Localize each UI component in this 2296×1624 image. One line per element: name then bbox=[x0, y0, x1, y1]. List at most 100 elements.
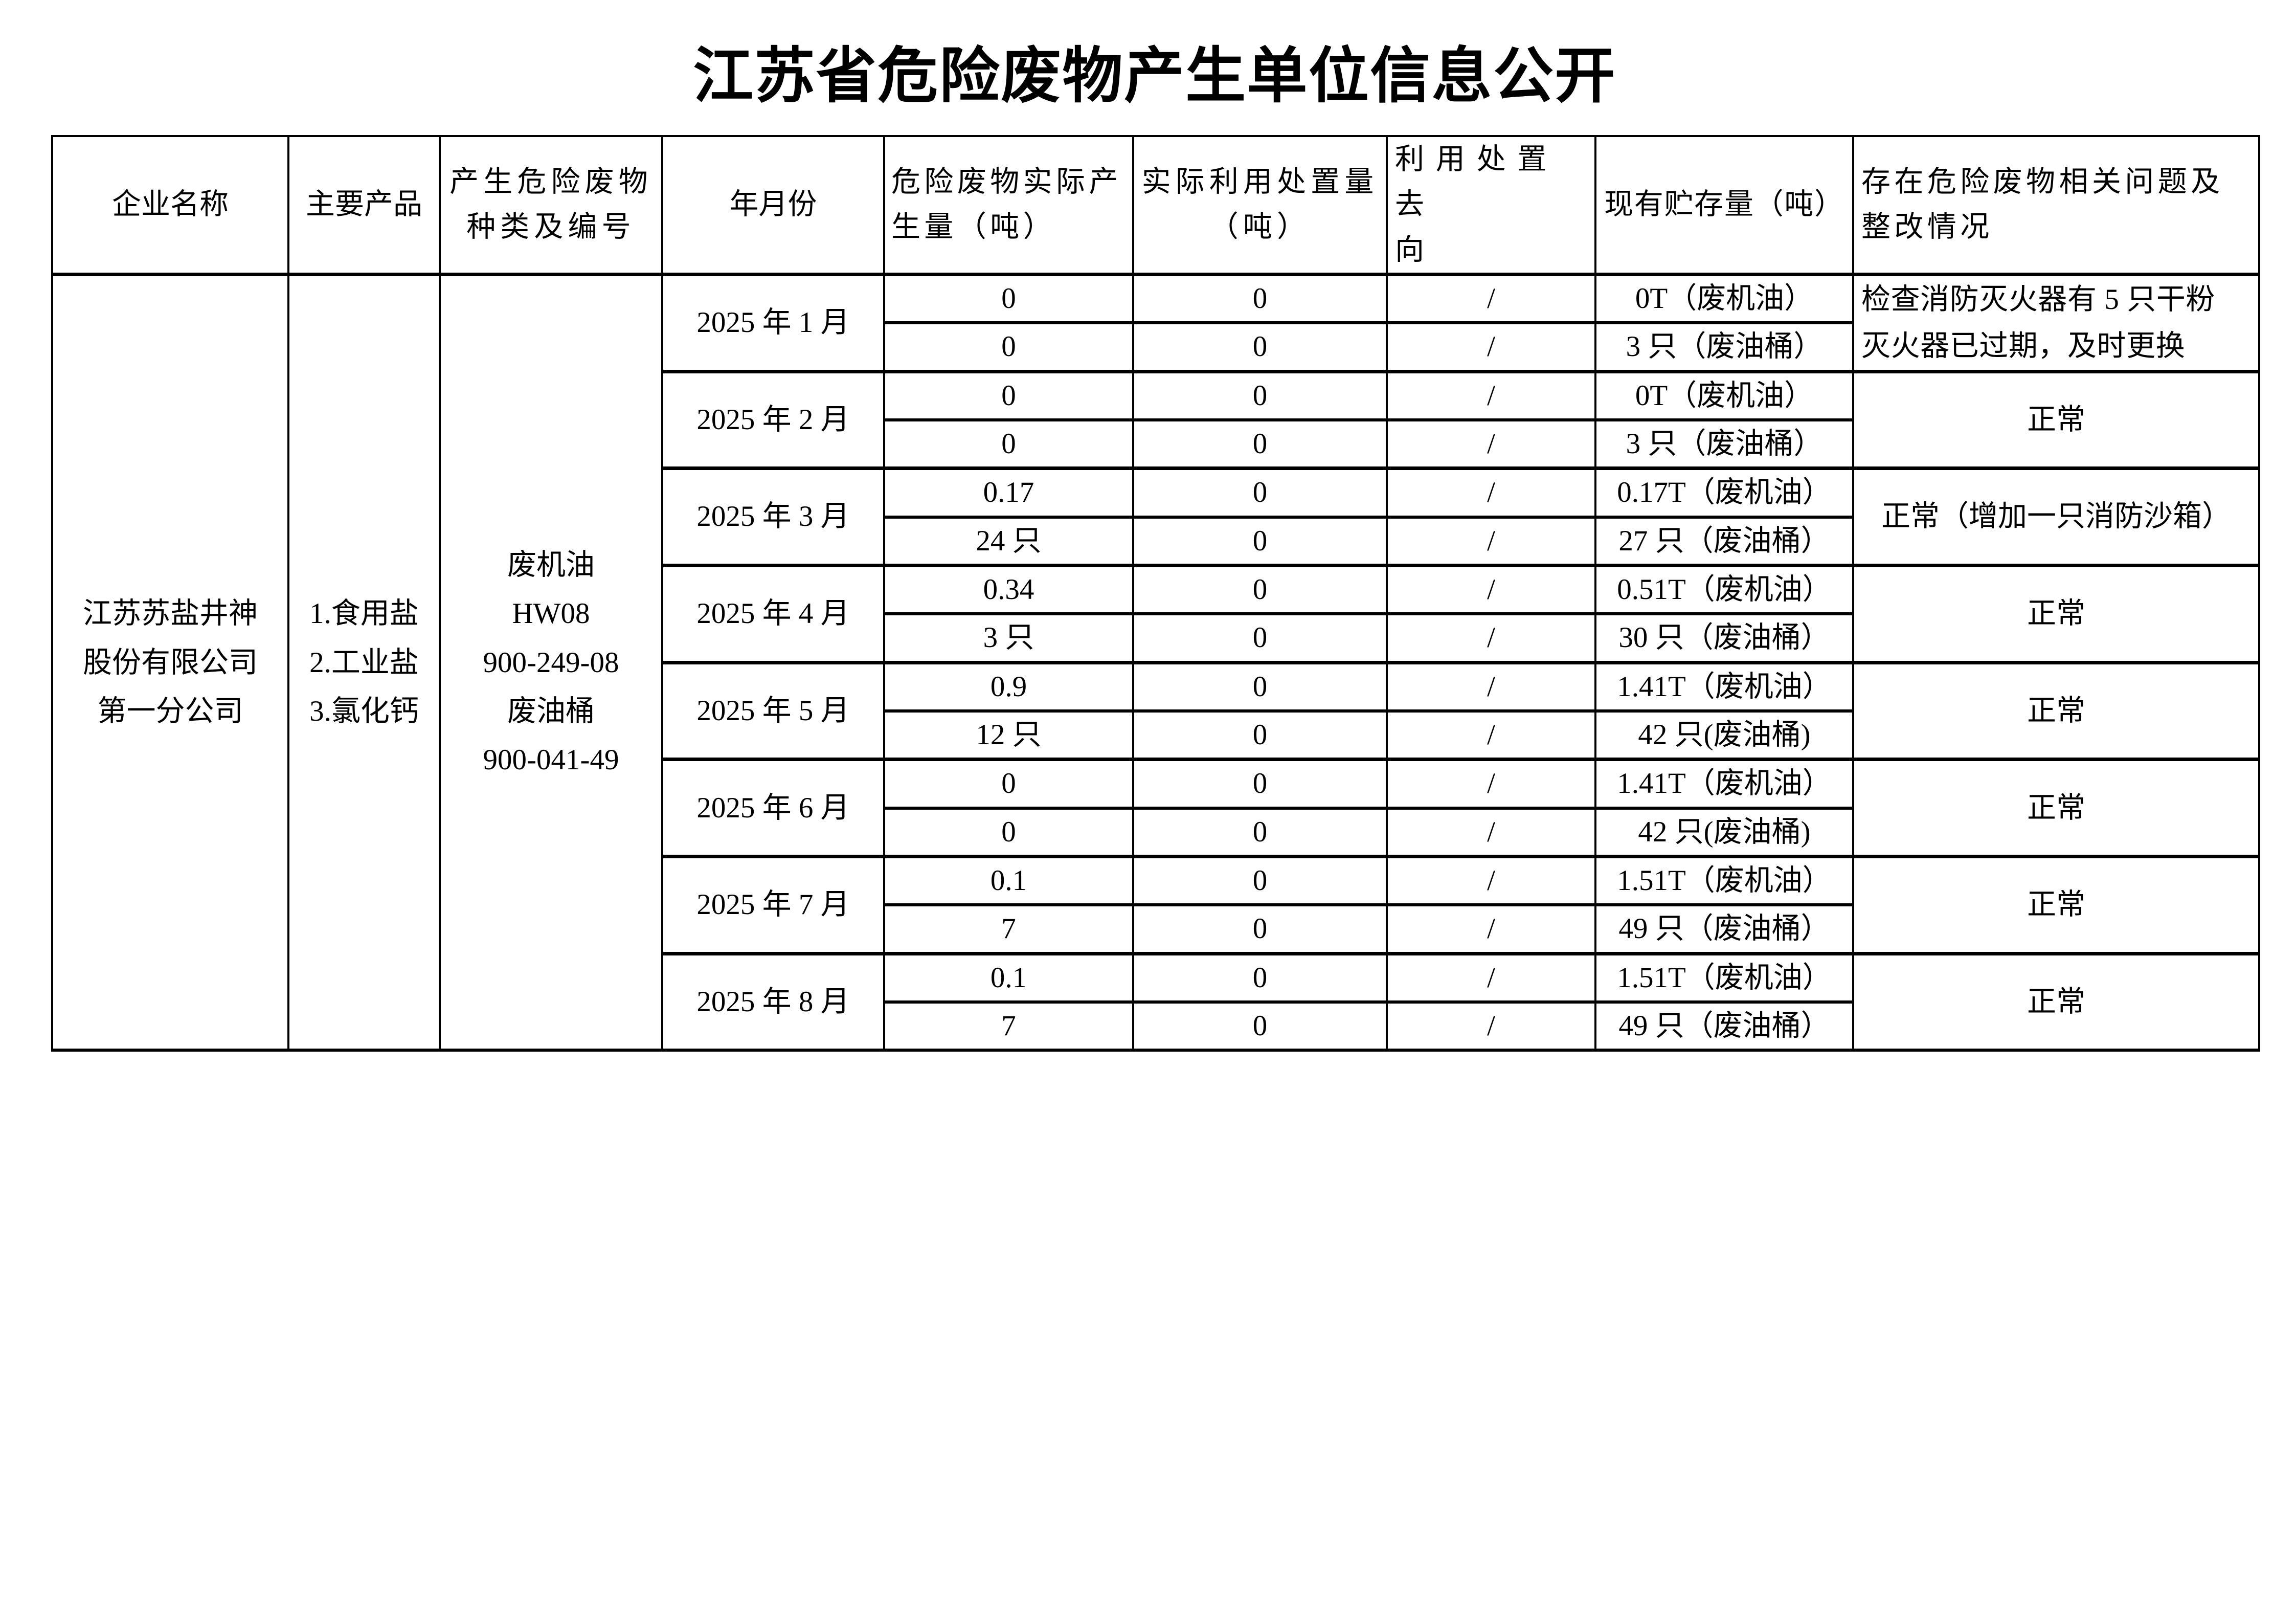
data-row: 2025 年 6 月 0 0/1.41T（废机油） 正常 bbox=[52, 758, 2260, 858]
disposed-cell: 0 bbox=[1132, 418, 1388, 470]
storage-cell: 1.41T（废机油） bbox=[1594, 758, 1854, 810]
destination-cell: / bbox=[1386, 466, 1596, 519]
produced-cell: 7 bbox=[883, 903, 1134, 955]
produced-cell: 0.9 bbox=[883, 660, 1134, 713]
produced-cell: 0 bbox=[883, 758, 1134, 810]
produced-cell: 0.34 bbox=[883, 563, 1134, 616]
storage-cell: 0.51T（废机油） bbox=[1594, 563, 1854, 616]
destination-cell: / bbox=[1386, 903, 1596, 955]
waste-types-cell: 废机油 HW08 900-249-08 废油桶 900-041-49 bbox=[439, 272, 663, 1052]
storage-cell: 0.17T（废机油） bbox=[1594, 466, 1854, 519]
disposed-cell: 0 bbox=[1132, 272, 1388, 325]
data-row: 24 只 0/27 只（废油桶） bbox=[52, 515, 2259, 567]
produced-cell: 0.1 bbox=[883, 951, 1134, 1004]
month-cell: 2025 年 1 月 bbox=[661, 272, 885, 373]
destination-cell: / bbox=[1386, 515, 1596, 567]
col-header-issues: 存在危险废物相关问题及 整改情况 bbox=[1852, 135, 2260, 276]
storage-cell: 27 只（废油桶） bbox=[1594, 515, 1854, 567]
destination-cell: / bbox=[1386, 709, 1596, 761]
col-header-company: 企业名称 bbox=[51, 135, 289, 276]
month-cell: 2025 年 5 月 bbox=[661, 660, 885, 761]
storage-cell: 42 只(废油桶) bbox=[1594, 806, 1854, 858]
disposed-cell: 0 bbox=[1132, 321, 1388, 373]
storage-cell: 49 只（废油桶） bbox=[1594, 1000, 1854, 1052]
col-header-produced: 危险废物实际产 生量（吨） bbox=[883, 135, 1134, 276]
disposed-cell: 0 bbox=[1132, 1000, 1388, 1052]
storage-cell: 1.51T（废机油） bbox=[1594, 855, 1854, 907]
data-row: 2025 年 2 月 0 0/0T（废机油） 正常 bbox=[52, 369, 2260, 470]
storage-cell: 49 只（废油桶） bbox=[1594, 903, 1854, 955]
disposed-cell: 0 bbox=[1132, 709, 1388, 761]
month-cell: 2025 年 7 月 bbox=[661, 855, 885, 955]
disposed-cell: 0 bbox=[1132, 563, 1388, 616]
storage-cell: 1.41T（废机油） bbox=[1594, 660, 1854, 713]
disposed-cell: 0 bbox=[1132, 612, 1388, 664]
storage-cell: 0T（废机油） bbox=[1594, 369, 1854, 421]
issues-cell: 正常 bbox=[1852, 855, 2260, 955]
disposed-cell: 0 bbox=[1132, 758, 1388, 810]
produced-cell: 24 只 bbox=[883, 515, 1134, 567]
data-row: 江苏苏盐井神 股份有限公司 第一分公司 1.食用盐 2.工业盐 3.氯化钙 废机油 … bbox=[51, 272, 2260, 1052]
data-row: 0 0/3 只（废油桶） bbox=[52, 321, 2259, 373]
destination-cell: / bbox=[1386, 563, 1596, 616]
produced-cell: 0.17 bbox=[883, 466, 1134, 519]
produced-cell: 0.1 bbox=[883, 855, 1134, 907]
disposed-cell: 0 bbox=[1132, 466, 1388, 519]
month-cell: 2025 年 4 月 bbox=[661, 563, 885, 664]
col-header-month: 年月份 bbox=[661, 135, 885, 276]
data-row: 0 0/3 只（废油桶） bbox=[52, 418, 2259, 470]
produced-cell: 3 只 bbox=[883, 612, 1134, 664]
storage-cell: 1.51T（废机油） bbox=[1594, 951, 1854, 1004]
destination-cell: / bbox=[1386, 1000, 1596, 1052]
data-row: 2025 年 3 月 0.17 0/0.17T（废机油） 正常（增加一只消防沙箱） bbox=[52, 466, 2260, 567]
month-cell: 2025 年 6 月 bbox=[661, 758, 885, 858]
destination-cell: / bbox=[1386, 855, 1596, 907]
table-header-row: 企业名称 主要产品 产生危险废物 种类及编号 年月份 危险废物实际产 生量（吨） 实际利用… bbox=[51, 135, 2260, 276]
storage-cell: 42 只(废油桶) bbox=[1594, 709, 1854, 761]
disposed-cell: 0 bbox=[1132, 515, 1388, 567]
produced-cell: 7 bbox=[883, 1000, 1134, 1052]
issues-cell: 正常 bbox=[1852, 660, 2260, 761]
disposed-cell: 0 bbox=[1132, 855, 1388, 907]
produced-cell: 0 bbox=[883, 321, 1134, 373]
company-name-cell: 江苏苏盐井神 股份有限公司 第一分公司 bbox=[51, 272, 289, 1052]
produced-cell: 0 bbox=[883, 272, 1134, 325]
produced-cell: 0 bbox=[883, 806, 1134, 858]
col-header-storage: 现有贮存量（吨） bbox=[1594, 135, 1854, 276]
issues-cell: 正常（增加一只消防沙箱） bbox=[1852, 466, 2260, 567]
produced-cell: 0 bbox=[883, 369, 1134, 421]
disclosure-table: 企业名称 主要产品 产生危险废物 种类及编号 年月份 危险废物实际产 生量（吨） 实际利用… bbox=[51, 135, 2260, 1052]
data-row: 2025 年 8 月 0.1 0/1.51T（废机油） 正常 bbox=[52, 951, 2260, 1052]
destination-cell: / bbox=[1386, 369, 1596, 421]
destination-cell: / bbox=[1386, 321, 1596, 373]
main-products-cell: 1.食用盐 2.工业盐 3.氯化钙 bbox=[287, 272, 441, 1052]
data-row: 7 0/49 只（废油桶） bbox=[52, 903, 2259, 955]
destination-cell: / bbox=[1386, 272, 1596, 325]
data-row: 2025 年 4 月 0.34 0/0.51T（废机油） 正常 bbox=[52, 563, 2260, 664]
issues-cell: 检查消防灭火器有 5 只干粉 灭火器已过期，及时更换 bbox=[1852, 272, 2260, 373]
issues-cell: 正常 bbox=[1852, 369, 2260, 470]
disposed-cell: 0 bbox=[1132, 806, 1388, 858]
data-row: 2025 年 5 月 0.9 0/1.41T（废机油） 正常 bbox=[52, 660, 2260, 761]
destination-cell: / bbox=[1386, 951, 1596, 1004]
data-row: 0 0/42 只(废油桶) bbox=[52, 806, 2259, 858]
storage-cell: 3 只（废油桶） bbox=[1594, 321, 1854, 373]
storage-cell: 3 只（废油桶） bbox=[1594, 418, 1854, 470]
data-row: 3 只 0/30 只（废油桶） bbox=[52, 612, 2259, 664]
produced-cell: 12 只 bbox=[883, 709, 1134, 761]
destination-cell: / bbox=[1386, 612, 1596, 664]
disposed-cell: 0 bbox=[1132, 903, 1388, 955]
destination-cell: / bbox=[1386, 660, 1596, 713]
storage-cell: 0T（废机油） bbox=[1594, 272, 1854, 325]
col-header-products: 主要产品 bbox=[287, 135, 441, 276]
issues-cell: 正常 bbox=[1852, 758, 2260, 858]
produced-cell: 0 bbox=[883, 418, 1134, 470]
destination-cell: / bbox=[1386, 758, 1596, 810]
issues-cell: 正常 bbox=[1852, 563, 2260, 664]
month-cell: 2025 年 2 月 bbox=[661, 369, 885, 470]
col-header-disposed: 实际利用处置量 （吨） bbox=[1132, 135, 1388, 276]
storage-cell: 30 只（废油桶） bbox=[1594, 612, 1854, 664]
disposed-cell: 0 bbox=[1132, 951, 1388, 1004]
data-row: 7 0/49 只（废油桶） bbox=[52, 1000, 2259, 1052]
destination-cell: / bbox=[1386, 806, 1596, 858]
